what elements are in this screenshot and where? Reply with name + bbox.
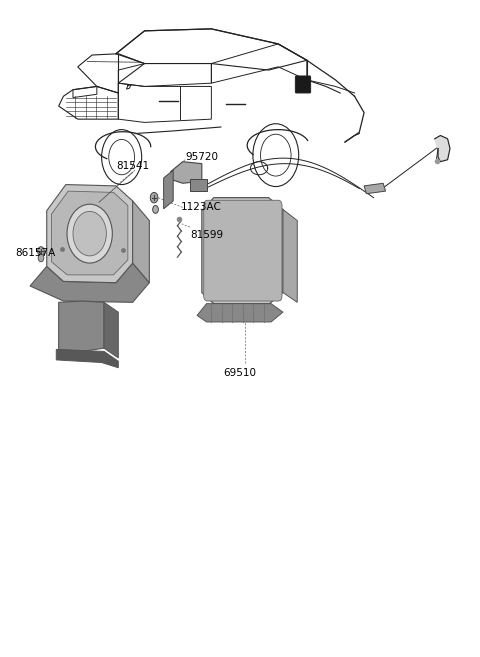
Polygon shape bbox=[104, 302, 118, 358]
Text: 86157A: 86157A bbox=[16, 248, 56, 258]
Polygon shape bbox=[202, 198, 283, 304]
Text: 81541: 81541 bbox=[116, 162, 149, 171]
Polygon shape bbox=[164, 170, 173, 209]
Polygon shape bbox=[190, 179, 206, 191]
Polygon shape bbox=[364, 183, 385, 194]
Text: 1123AC: 1123AC bbox=[180, 202, 221, 212]
FancyBboxPatch shape bbox=[295, 76, 311, 93]
Polygon shape bbox=[47, 185, 132, 283]
Circle shape bbox=[150, 193, 158, 203]
Ellipse shape bbox=[67, 204, 112, 263]
Polygon shape bbox=[56, 350, 118, 368]
Polygon shape bbox=[30, 263, 149, 302]
FancyBboxPatch shape bbox=[204, 200, 282, 301]
Circle shape bbox=[153, 206, 158, 214]
Polygon shape bbox=[171, 162, 202, 183]
Polygon shape bbox=[132, 201, 149, 283]
Polygon shape bbox=[51, 191, 128, 275]
Text: 69510: 69510 bbox=[224, 368, 256, 378]
Ellipse shape bbox=[73, 212, 107, 256]
Text: 95720: 95720 bbox=[185, 152, 218, 162]
Polygon shape bbox=[59, 301, 104, 351]
Circle shape bbox=[37, 247, 44, 256]
Polygon shape bbox=[435, 135, 450, 162]
Text: 81599: 81599 bbox=[190, 231, 223, 240]
Polygon shape bbox=[197, 304, 283, 322]
Polygon shape bbox=[283, 210, 297, 302]
Circle shape bbox=[38, 254, 44, 261]
